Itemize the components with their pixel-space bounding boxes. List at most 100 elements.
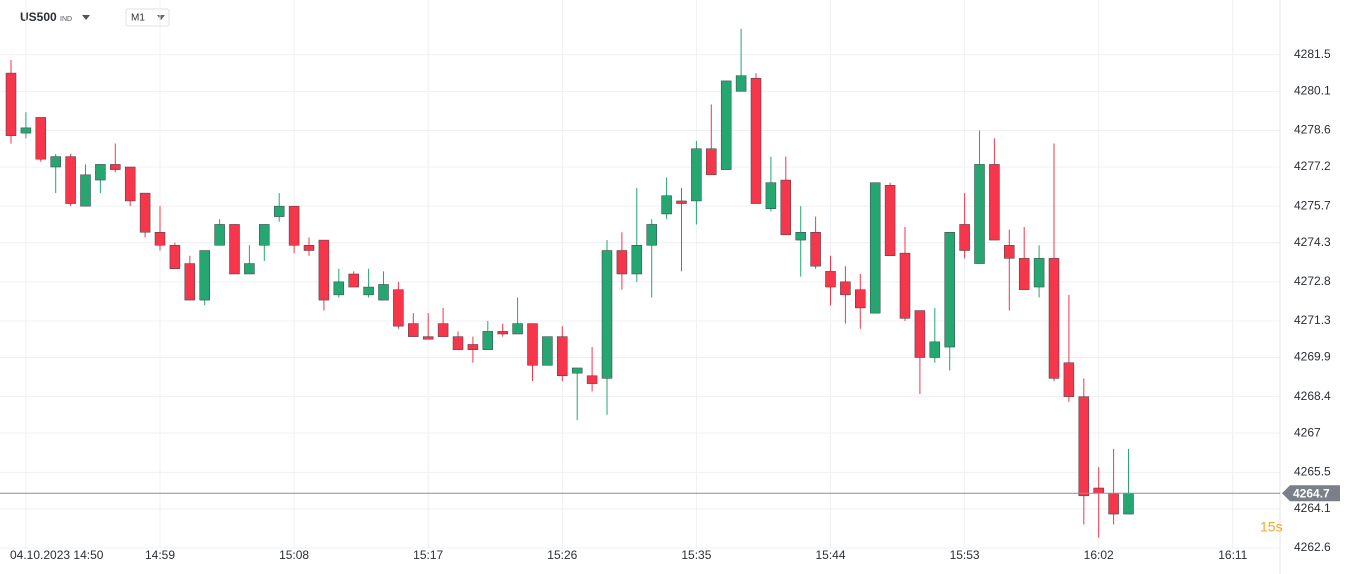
candle-body [452,336,464,350]
candle-body [601,250,613,379]
timeframe-select[interactable] [125,8,170,27]
axes: 4281.5 4280.1 4278.6 4277.2 4275.7 4274.3 4272… [10,47,1340,562]
countdown: 15s [1260,519,1283,535]
x-tick-label: 15:26 [547,548,577,562]
y-tick-label: 4272.8 [1294,274,1331,288]
candle-body [1004,245,1015,259]
timeframe-dropdown[interactable] [157,15,165,20]
candle-body [869,182,881,314]
candle-body [691,148,702,202]
grid [0,0,1281,574]
candle-body [20,127,32,134]
x-tick-label: 15:35 [681,548,711,562]
candle-body [259,224,270,246]
candle-body [1108,492,1119,515]
y-tick-label: 4264.1 [1294,501,1331,515]
candle-body [989,164,1000,241]
candle-body [318,239,330,301]
candle-body [855,289,866,309]
candle-body [333,281,345,296]
candle-body [914,310,926,358]
y-tick-label: 4269.9 [1294,350,1331,364]
candle-body [1093,487,1104,494]
candle-body [229,224,240,275]
candle-body [65,156,76,204]
candle-body [35,117,47,160]
candle-body [422,336,434,340]
candle-body [378,284,389,301]
y-tick-label: 4262.6 [1294,540,1331,554]
candle-body [110,164,121,170]
candle-body [527,323,538,366]
candles [0,28,1280,538]
candle-body [720,80,732,170]
candle-body [512,323,523,335]
x-tick-label: 14:59 [145,548,175,562]
y-tick-label: 4281.5 [1294,47,1331,61]
candle-body [542,336,553,366]
candle-body [899,252,911,319]
candle-body [616,250,628,275]
y-tick-label: 4271.3 [1294,313,1331,327]
symbol-dropdown[interactable] [82,15,90,20]
candle-body [437,323,449,337]
instrument-type: IND [60,16,72,23]
y-tick-label: 4268.4 [1294,389,1331,403]
timeframe: M1 [131,13,145,24]
y-tick-label: 4277.2 [1294,159,1331,173]
candle-body [929,341,941,358]
candle-body [214,224,225,246]
candle-body [482,331,494,350]
candle-body [944,231,955,348]
y-tick-label: 4280.1 [1294,84,1331,98]
candle-body [586,375,598,384]
candle-body [408,323,419,337]
y-tick-label: 4267 [1294,425,1321,439]
candle-body [1018,258,1030,290]
candle-body [646,224,657,246]
x-tick-label: 16:02 [1084,548,1114,562]
candle-body [497,331,508,335]
candle-body [765,182,777,210]
candle-body [795,231,806,241]
candle-body [840,281,851,296]
candle-body [288,205,300,246]
candle-body [810,231,821,267]
candle-body [780,179,792,236]
symbol[interactable]: US500 [20,10,57,24]
candle-body [124,166,136,202]
candle-body [1033,258,1045,288]
candle-body [363,286,374,296]
candle-body [50,156,61,168]
candle-body [974,164,985,264]
candle-body [5,72,17,136]
candle-body [557,336,568,377]
candle-body [1078,396,1090,497]
candle-body [199,250,210,301]
candle-body [706,148,717,176]
candle-body [169,245,181,270]
y-tick-label: 4278.6 [1294,123,1331,137]
candle-body [661,195,672,215]
x-tick-label: 04.10.2023 14:50 [10,548,104,562]
candle-body [884,185,896,256]
candle-body [154,231,166,246]
candle-body [184,263,196,301]
candle-body [244,263,255,275]
candle-body [303,245,315,251]
candle-body [1048,258,1060,379]
candle-body [750,78,762,204]
y-tick-label: 4265.5 [1294,464,1331,478]
x-tick-label: 15:17 [413,548,443,562]
candle-body [273,205,285,217]
x-tick-label: 15:08 [279,548,309,562]
candle-body [1063,362,1075,397]
candle-body [959,224,970,251]
x-tick-label: 15:44 [815,548,845,562]
candle-body [571,367,583,374]
candle-body [735,75,747,92]
candle-body [676,200,687,204]
candle-body [348,273,359,288]
